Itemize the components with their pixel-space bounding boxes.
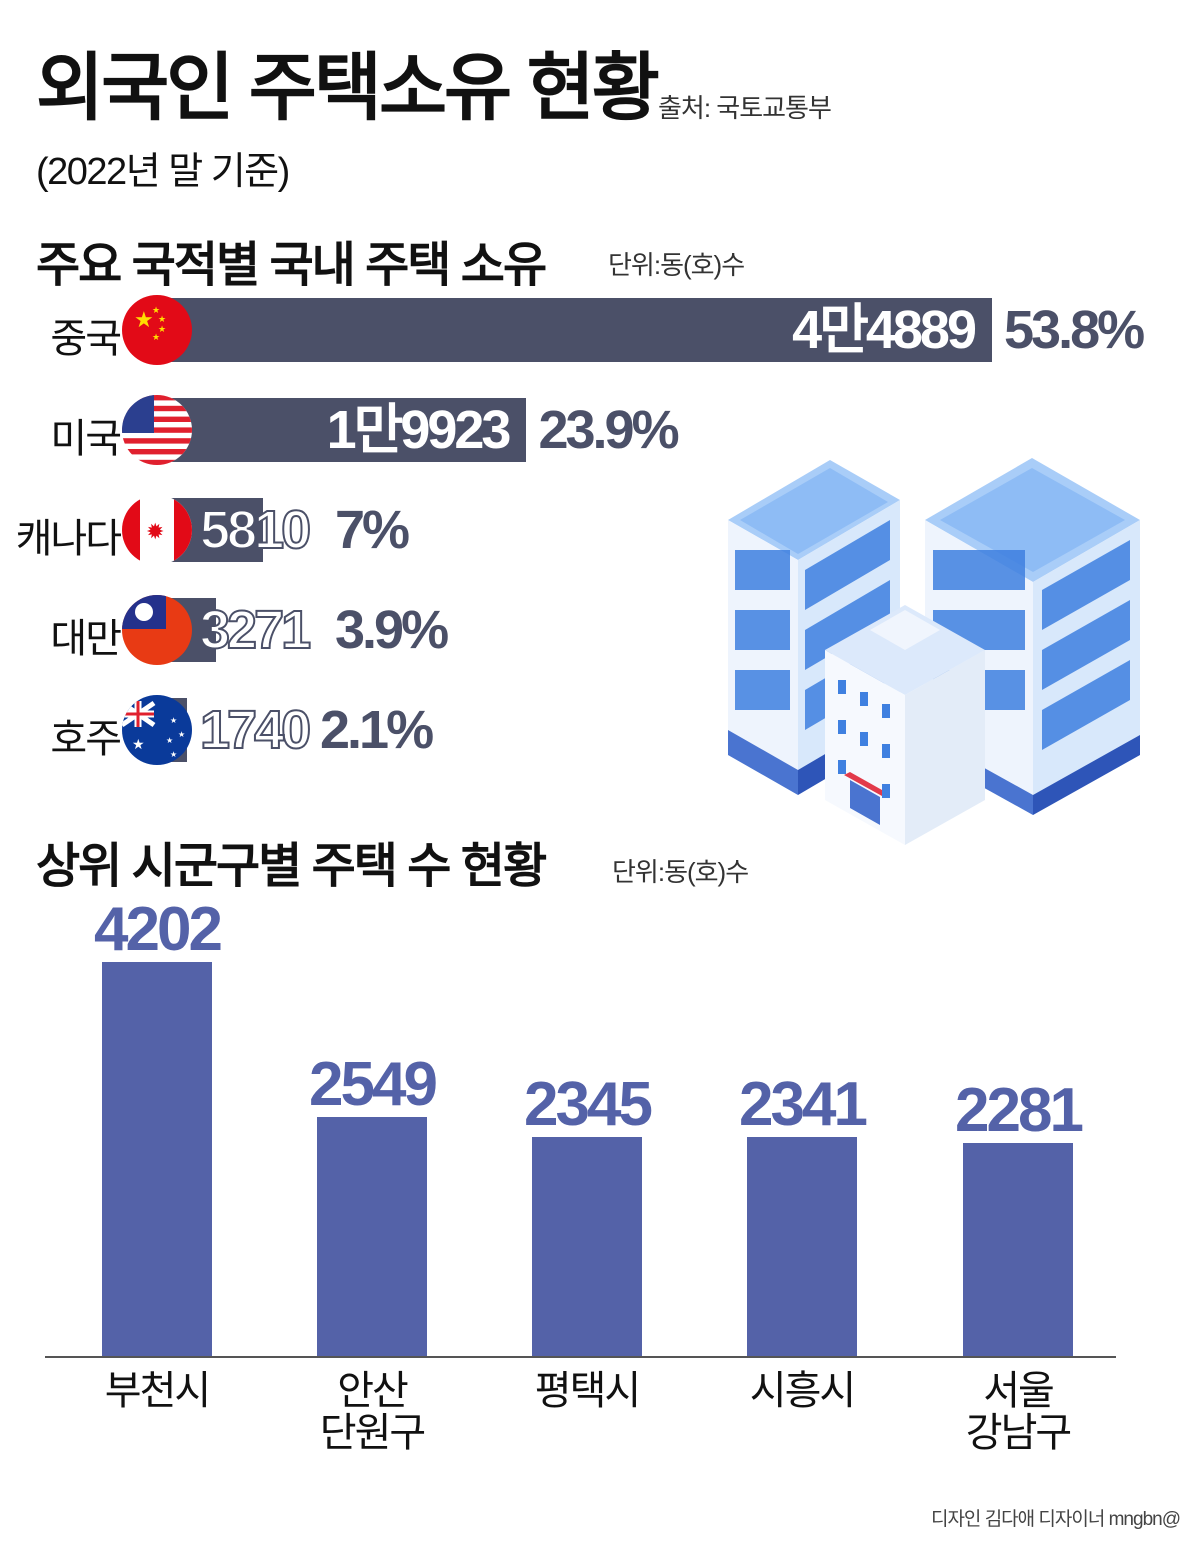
category-label: 서울 강남구	[965, 1369, 1072, 1455]
value-label: 5810	[199, 499, 312, 561]
percent-label: 23.9%	[538, 400, 679, 460]
percent-label: 53.8%	[1004, 300, 1145, 360]
percent-label: 3.9%	[335, 600, 449, 660]
page-title: 외국인 주택소유 현황	[36, 46, 660, 129]
value-label: 1740	[199, 699, 312, 761]
bar	[102, 962, 212, 1357]
bar	[532, 1136, 642, 1357]
value-label: 1만9923	[326, 400, 512, 460]
svg-text:★: ★	[158, 324, 166, 334]
category-label: 부천시	[104, 1369, 211, 1413]
value-label: 2281	[955, 1075, 1084, 1145]
page-subtitle: (2022년 말 기준)	[36, 151, 290, 193]
value-label: 3271	[199, 599, 312, 661]
country-label: 대만	[50, 617, 122, 661]
svg-text:★: ★	[134, 307, 154, 332]
country-label: 호주	[50, 717, 122, 761]
value-label: 2345	[524, 1069, 653, 1139]
section-title-district: 상위 시군구별 주택 수 현황	[36, 840, 547, 893]
taiwan-flag-icon	[122, 595, 192, 665]
svg-text:★: ★	[170, 716, 177, 725]
value-label: 4202	[94, 895, 223, 964]
bar	[155, 398, 527, 462]
x-axis-line	[45, 1356, 1116, 1358]
bar	[747, 1136, 857, 1357]
unit-label: 단위:동(호)수	[608, 250, 745, 280]
unit-label: 단위:동(호)수	[612, 857, 749, 887]
value-label: 4만4889	[792, 300, 977, 360]
credit-text: 디자인 김다애 디자이너 mngbn@	[930, 1509, 1181, 1530]
category-label: 시흥시	[749, 1369, 856, 1413]
value-label: 2341	[739, 1069, 868, 1139]
usa-flag-icon	[122, 395, 192, 465]
svg-text:★: ★	[152, 332, 160, 342]
section-title-nationality: 주요 국적별 국내 주택 소유	[36, 239, 547, 292]
bar	[963, 1142, 1073, 1357]
canada-flag-icon: ✹	[122, 495, 192, 565]
buildings-illustration-icon	[728, 458, 1140, 845]
china-flag-icon: ★ ★ ★ ★ ★	[122, 295, 192, 365]
category-label: 평택시	[534, 1369, 641, 1413]
value-label: 2549	[309, 1050, 438, 1120]
svg-text:★: ★	[170, 750, 177, 759]
percent-label: 2.1%	[320, 700, 434, 760]
country-label: 미국	[50, 417, 122, 461]
australia-flag-icon: ★ ★ ★ ★ ★	[122, 695, 192, 765]
bar	[317, 1117, 427, 1357]
country-label: 중국	[50, 317, 122, 361]
svg-text:★: ★	[166, 736, 173, 745]
svg-text:✹: ✹	[146, 519, 164, 544]
svg-text:★: ★	[152, 305, 160, 315]
source-label: 출처: 국토교통부	[658, 93, 832, 123]
bar	[155, 298, 992, 362]
percent-label: 7%	[335, 500, 410, 560]
svg-text:★: ★	[132, 736, 145, 752]
category-label: 안산 단원구	[319, 1369, 426, 1455]
country-label: 캐나다	[15, 517, 122, 561]
svg-text:★: ★	[158, 314, 166, 324]
svg-text:★: ★	[178, 730, 185, 739]
